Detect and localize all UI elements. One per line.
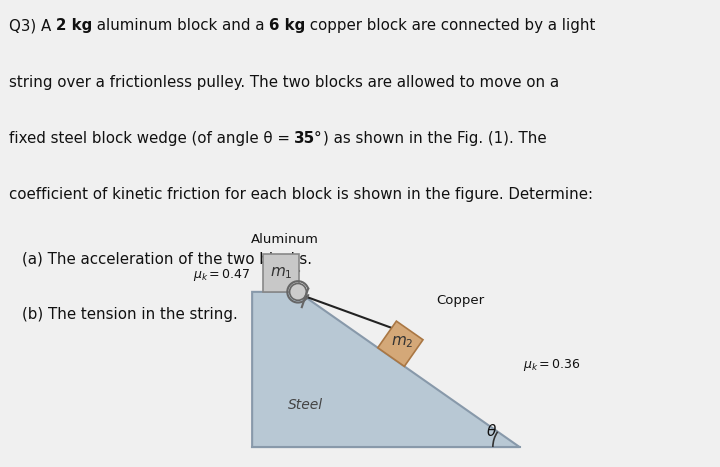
Text: $\mu_k = 0.36$: $\mu_k = 0.36$ bbox=[523, 357, 581, 373]
Text: (a) The acceleration of the two blocks.: (a) The acceleration of the two blocks. bbox=[22, 251, 312, 266]
FancyBboxPatch shape bbox=[263, 254, 299, 292]
Text: Copper: Copper bbox=[436, 294, 484, 307]
Text: copper block are connected by a light: copper block are connected by a light bbox=[305, 18, 595, 33]
Text: ) as shown in the Fig. (1). The: ) as shown in the Fig. (1). The bbox=[323, 131, 546, 146]
Circle shape bbox=[289, 283, 307, 300]
Text: aluminum block and a: aluminum block and a bbox=[92, 18, 269, 33]
Text: Steel: Steel bbox=[288, 398, 323, 412]
Polygon shape bbox=[252, 292, 520, 447]
Bar bbox=[378, 321, 423, 366]
Text: fixed steel block wedge (of angle θ =: fixed steel block wedge (of angle θ = bbox=[9, 131, 294, 146]
Text: $m_1$: $m_1$ bbox=[269, 265, 292, 281]
Text: coefficient of kinetic friction for each block is shown in the figure. Determine: coefficient of kinetic friction for each… bbox=[9, 187, 593, 202]
Text: 35°: 35° bbox=[294, 131, 323, 146]
Text: string over a frictionless pulley. The two blocks are allowed to move on a: string over a frictionless pulley. The t… bbox=[9, 75, 559, 90]
Text: Q3) A: Q3) A bbox=[9, 18, 55, 33]
Text: $\mu_k = 0.47$: $\mu_k = 0.47$ bbox=[192, 267, 251, 283]
Text: 2 kg: 2 kg bbox=[55, 18, 92, 33]
Text: $m_2$: $m_2$ bbox=[391, 334, 413, 350]
Text: θ: θ bbox=[486, 424, 495, 439]
Text: 6 kg: 6 kg bbox=[269, 18, 305, 33]
Text: Aluminum: Aluminum bbox=[251, 233, 318, 246]
Text: (b) The tension in the string.: (b) The tension in the string. bbox=[22, 307, 238, 322]
